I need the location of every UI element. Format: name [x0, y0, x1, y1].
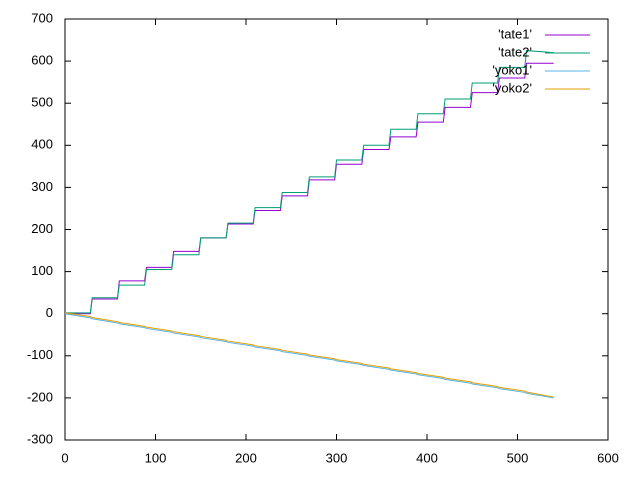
- y-tick-label: -300: [27, 431, 53, 446]
- legend-label: 'yoko1': [492, 62, 532, 77]
- x-tick-label: 100: [145, 450, 167, 465]
- y-tick-label: -100: [27, 347, 53, 362]
- y-tick-label: 400: [31, 137, 53, 152]
- x-tick-label: 200: [235, 450, 257, 465]
- x-tick-label: 600: [597, 450, 619, 465]
- y-tick-label: 500: [31, 95, 53, 110]
- plot-border: [64, 18, 609, 441]
- x-tick-label: 300: [326, 450, 348, 465]
- series-line: [65, 50, 554, 314]
- x-tick-label: 0: [61, 450, 68, 465]
- y-tick-label: 700: [31, 10, 53, 25]
- y-tick-label: 200: [31, 221, 53, 236]
- series-line: [64, 313, 554, 399]
- y-tick-label: 600: [31, 53, 53, 68]
- y-tick-label: 0: [46, 305, 53, 320]
- y-tick-label: 100: [31, 263, 53, 278]
- legend-label: 'tate2': [498, 44, 532, 59]
- series-line: [64, 312, 554, 398]
- x-tick-label: 500: [507, 450, 529, 465]
- legend-label: 'tate1': [498, 26, 532, 41]
- series-line: [65, 62, 554, 315]
- x-tick-label: 400: [416, 450, 438, 465]
- legend-label: 'yoko2': [492, 80, 532, 95]
- y-tick-label: 300: [31, 179, 53, 194]
- y-tick-label: -200: [27, 389, 53, 404]
